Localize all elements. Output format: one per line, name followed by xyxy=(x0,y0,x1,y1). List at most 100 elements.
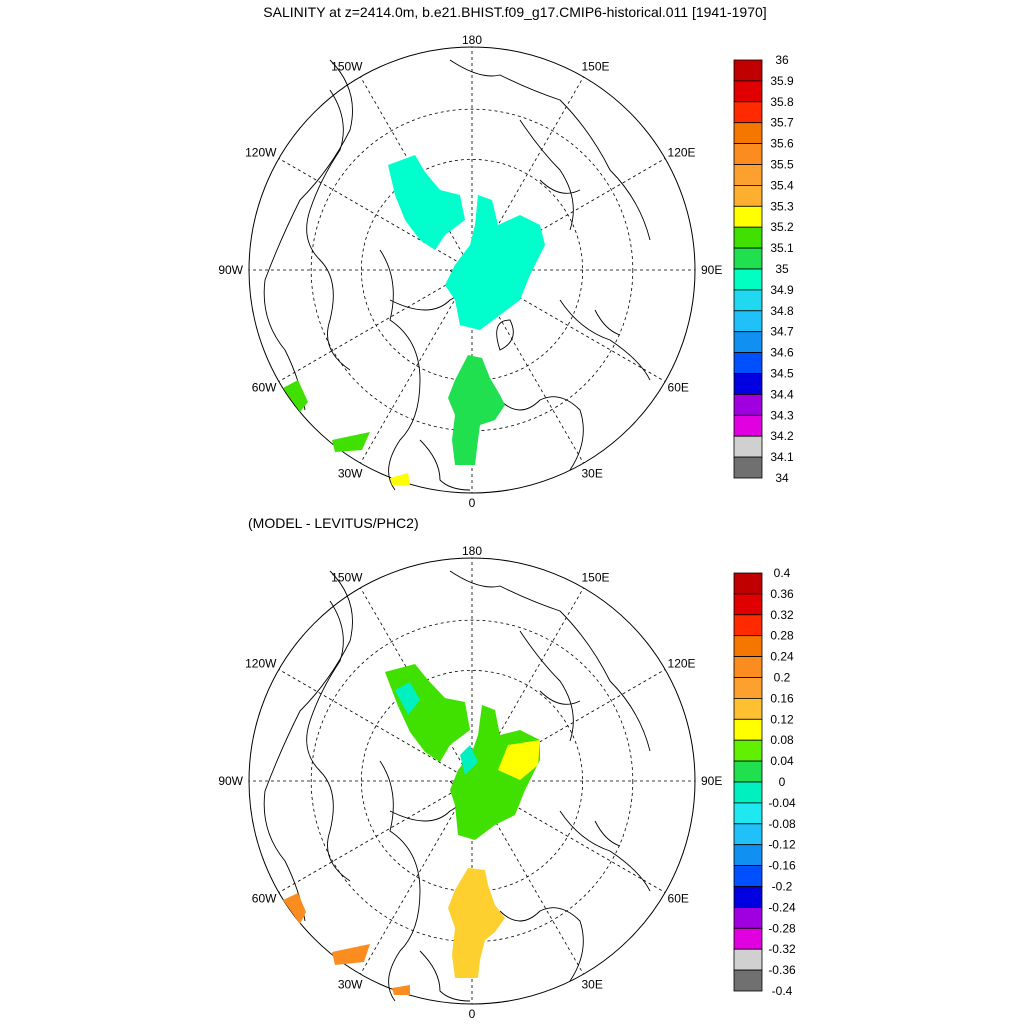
colorbar-swatch xyxy=(733,593,763,616)
colorbar-label: -0.04 xyxy=(768,796,796,810)
longitude-label: 150W xyxy=(331,570,363,584)
colorbar-label: 36 xyxy=(775,53,789,67)
longitude-label: 0 xyxy=(469,1007,476,1021)
colorbar-swatch xyxy=(733,310,763,333)
colorbar-swatch xyxy=(733,969,763,992)
colorbar-label: 34 xyxy=(775,471,789,485)
colorbar-swatch xyxy=(733,226,763,249)
salinity-field xyxy=(283,155,545,485)
colorbar-swatch xyxy=(733,456,763,479)
colorbar-label: 34.1 xyxy=(770,450,794,464)
meridian-line xyxy=(278,669,473,782)
colorbar-label: -0.16 xyxy=(768,859,796,873)
colorbar-swatch xyxy=(733,739,763,762)
patch-central-positive xyxy=(498,740,540,780)
colorbar-swatch xyxy=(733,352,763,374)
patch-central xyxy=(445,195,545,330)
subtitle: (MODEL - LEVITUS/PHC2) xyxy=(248,515,419,531)
patch-central-negative xyxy=(460,745,478,775)
colorbar-difference: 0.4 0.36 0.32 0.28 0.24 0.2 0.16 0.12 0.08 0.04 0 -… xyxy=(733,566,796,998)
colorbar-swatch xyxy=(733,886,763,908)
colorbar-label: 35.1 xyxy=(770,241,794,255)
colorbar-swatch xyxy=(733,781,763,804)
colorbar-label: 0 xyxy=(779,775,786,789)
colorbar-swatch xyxy=(733,205,763,228)
colorbar-label: 0.24 xyxy=(770,650,794,664)
longitude-label: 30E xyxy=(582,467,603,481)
colorbar-label: 34.9 xyxy=(770,283,794,297)
longitude-label: 90E xyxy=(701,774,722,788)
longitude-labels: 180 150E 120E 90E 60E 30E 0 30W 60W 90W 120W 150W xyxy=(218,33,722,510)
parallel-circle xyxy=(360,158,584,382)
colorbar-swatch xyxy=(733,101,763,124)
colorbar-label: 0.04 xyxy=(770,754,794,768)
colorbar-swatch xyxy=(733,656,763,678)
longitude-label: 0 xyxy=(469,496,476,510)
longitude-label: 150E xyxy=(582,59,610,73)
colorbar-label: -0.2 xyxy=(772,880,793,894)
colorbar-swatch xyxy=(733,331,763,354)
patch-central-diff xyxy=(450,705,540,840)
colorbar-label: -0.28 xyxy=(768,921,796,935)
colorbar-label: -0.24 xyxy=(768,900,796,914)
colorbar-swatch xyxy=(733,143,763,165)
colorbar-swatch xyxy=(733,927,763,950)
longitude-label: 60W xyxy=(252,892,277,906)
colorbar-swatch xyxy=(733,907,763,929)
colorbar-swatch xyxy=(733,247,763,270)
colorbar-swatch xyxy=(733,414,763,437)
colorbar-label: -0.4 xyxy=(772,984,793,998)
parallel-circle xyxy=(360,669,584,893)
longitude-label: 150W xyxy=(331,59,363,73)
patch-beaufort-negative xyxy=(395,682,420,715)
meridian-line xyxy=(278,158,473,271)
colorbar-salinity: 36 35.9 35.8 35.7 35.6 35.5 35.4 35.3 35.2 35.1 35… xyxy=(733,53,794,485)
colorbar-swatch xyxy=(733,677,763,699)
colorbar-swatch xyxy=(733,614,763,637)
colorbar-label: 35.7 xyxy=(770,116,794,130)
meridian-line xyxy=(360,269,473,464)
meridian-line xyxy=(360,587,473,782)
colorbar-label: -0.08 xyxy=(768,817,796,831)
colorbar-label: 35.3 xyxy=(770,199,794,213)
coastlines xyxy=(263,570,651,1002)
colorbar-label: 0.16 xyxy=(770,691,794,705)
longitude-label: 90W xyxy=(218,263,243,277)
colorbar-label: 35.5 xyxy=(770,158,794,172)
colorbar-label: 0.28 xyxy=(770,629,794,643)
difference-field xyxy=(283,664,540,995)
colorbar-swatch xyxy=(733,698,763,720)
colorbar-label: 34.8 xyxy=(770,304,794,318)
colorbar-label: 35.6 xyxy=(770,137,794,151)
colorbar-swatch xyxy=(733,865,763,887)
colorbar-label: 34.6 xyxy=(770,346,794,360)
colorbar-label: 35 xyxy=(775,262,789,276)
colorbar-swatch xyxy=(733,122,763,144)
colorbar-swatch xyxy=(733,268,763,291)
map-top: 180 150E 120E 90E 60E 30E 0 30W 60W 90W 120W 150W xyxy=(218,33,722,510)
colorbar-swatch xyxy=(733,718,763,741)
colorbar-swatch xyxy=(733,948,763,971)
longitude-label: 180 xyxy=(462,544,482,558)
patch-irminger xyxy=(332,432,370,452)
colorbar-label: 0.4 xyxy=(774,566,791,580)
colorbar-label: 34.7 xyxy=(770,325,794,339)
meridian-line xyxy=(360,76,473,271)
colorbar-swatch xyxy=(733,802,763,825)
longitude-label: 60E xyxy=(668,892,689,906)
colorbar-swatch xyxy=(733,844,763,867)
colorbar-label: 0.08 xyxy=(770,733,794,747)
patch-labrador-diff xyxy=(283,893,306,924)
colorbar-label: 0.2 xyxy=(774,671,791,685)
longitude-label: 180 xyxy=(462,33,482,47)
patch-south xyxy=(390,473,410,485)
colorbar-swatch xyxy=(733,59,763,82)
longitude-label: 30E xyxy=(582,978,603,992)
longitude-label: 120W xyxy=(245,657,277,671)
colorbar-label: 34.4 xyxy=(770,387,794,401)
colorbar-label: -0.12 xyxy=(768,838,796,852)
longitude-label: 120E xyxy=(668,657,696,671)
colorbar-swatch xyxy=(733,635,763,658)
colorbar-swatch xyxy=(733,289,763,312)
meridian-line xyxy=(278,780,473,893)
